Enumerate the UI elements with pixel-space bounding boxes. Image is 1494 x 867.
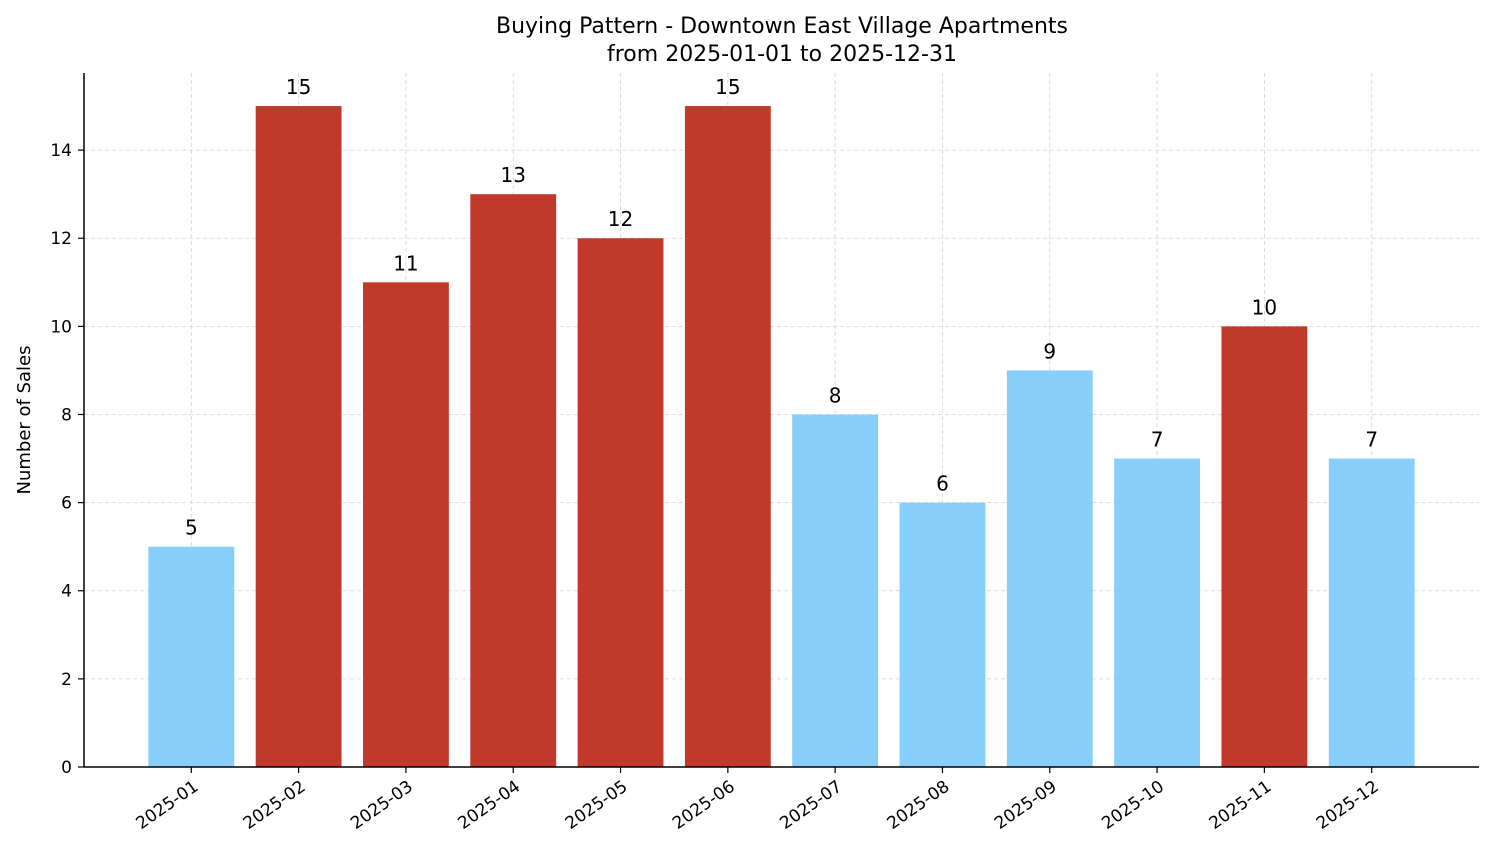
bar-2025-08 xyxy=(899,502,986,767)
x-tick-label: 2025-11 xyxy=(1206,777,1276,834)
y-tick-label: 6 xyxy=(61,494,72,514)
y-tick-label: 14 xyxy=(50,141,72,161)
x-tick-label: 2025-05 xyxy=(562,777,632,834)
bars xyxy=(148,106,1415,768)
bar-2025-10 xyxy=(1114,458,1200,767)
x-tick-label: 2025-07 xyxy=(776,777,846,834)
chart-subtitle: from 2025-01-01 to 2025-12-31 xyxy=(607,42,957,67)
x-tick-label: 2025-08 xyxy=(884,777,954,834)
y-axis-label: Number of Sales xyxy=(14,345,35,494)
y-ticks: 0 2 4 6 8 10 12 14 xyxy=(50,141,84,778)
data-label: 8 xyxy=(829,383,842,407)
data-label: 7 xyxy=(1365,428,1378,452)
bar-2025-01 xyxy=(148,546,235,767)
bar-2025-05 xyxy=(577,238,664,767)
x-tick-label: 2025-12 xyxy=(1313,777,1383,834)
data-label: 13 xyxy=(501,163,526,187)
y-tick-label: 12 xyxy=(50,229,72,249)
bar-2025-03 xyxy=(363,282,449,767)
y-tick-label: 0 xyxy=(61,758,72,778)
bar-2025-12 xyxy=(1328,458,1415,767)
chart-title: Buying Pattern - Downtown East Village A… xyxy=(496,14,1068,39)
data-label: 6 xyxy=(936,472,949,496)
data-label: 15 xyxy=(286,75,311,99)
bar-2025-11 xyxy=(1221,326,1308,767)
y-tick-label: 8 xyxy=(61,405,72,425)
data-label: 11 xyxy=(393,251,418,275)
y-tick-label: 4 xyxy=(61,582,72,602)
x-tick-label: 2025-10 xyxy=(1098,777,1168,834)
bar-2025-02 xyxy=(255,106,342,768)
data-label: 7 xyxy=(1151,428,1164,452)
x-tick-label: 2025-09 xyxy=(991,777,1061,834)
x-tick-label: 2025-01 xyxy=(133,777,203,834)
bar-2025-07 xyxy=(792,414,879,767)
data-label: 5 xyxy=(185,516,198,540)
y-tick-label: 2 xyxy=(61,670,72,690)
data-label: 12 xyxy=(608,207,633,231)
x-tick-label: 2025-03 xyxy=(347,777,417,834)
data-label: 15 xyxy=(715,75,740,99)
bar-2025-04 xyxy=(470,194,557,767)
bar-2025-09 xyxy=(1006,370,1093,767)
x-tick-label: 2025-06 xyxy=(669,777,739,834)
bar-2025-06 xyxy=(684,106,771,768)
y-tick-label: 10 xyxy=(50,317,72,337)
data-label: 9 xyxy=(1043,339,1056,363)
x-tick-label: 2025-04 xyxy=(454,777,524,834)
data-labels: 5 15 11 13 12 15 8 6 9 7 10 7 xyxy=(185,75,1378,540)
x-tick-label: 2025-02 xyxy=(240,777,310,834)
data-label: 10 xyxy=(1252,295,1277,319)
x-ticks: 2025-01 2025-02 2025-03 2025-04 2025-05 2025-… xyxy=(133,767,1383,834)
